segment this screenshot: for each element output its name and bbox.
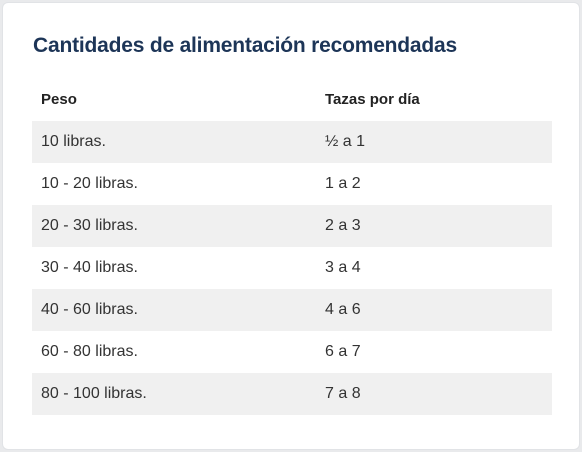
cups-cell: ½ a 1 — [325, 133, 366, 150]
cups-cell: 1 a 2 — [325, 175, 361, 192]
cups-cell: 2 a 3 — [325, 217, 361, 234]
table-header-row: Peso Tazas por día — [32, 79, 552, 121]
weight-cell: 80 - 100 libras. — [41, 385, 147, 402]
table-row: 60 - 80 libras. 6 a 7 — [32, 331, 552, 373]
weight-cell: 10 libras. — [41, 133, 106, 150]
weight-cell: 20 - 30 libras. — [41, 217, 138, 234]
feeding-table: Peso Tazas por día 10 libras. ½ a 1 10 -… — [32, 79, 552, 415]
table-row: 30 - 40 libras. 3 a 4 — [32, 247, 552, 289]
table-row: 20 - 30 libras. 2 a 3 — [32, 205, 552, 247]
table-row: 10 - 20 libras. 1 a 2 — [32, 163, 552, 205]
column-header-weight: Peso — [41, 91, 77, 108]
weight-cell: 10 - 20 libras. — [41, 175, 138, 192]
weight-cell: 30 - 40 libras. — [41, 259, 138, 276]
weight-cell: 60 - 80 libras. — [41, 343, 138, 360]
card-title: Cantidades de alimentación recomendadas — [33, 34, 458, 57]
cups-cell: 7 a 8 — [325, 385, 361, 402]
table-row: 80 - 100 libras. 7 a 8 — [32, 373, 552, 415]
weight-cell: 40 - 60 libras. — [41, 301, 138, 318]
table-row: 40 - 60 libras. 4 a 6 — [32, 289, 552, 331]
cups-cell: 4 a 6 — [325, 301, 361, 318]
cups-cell: 3 a 4 — [325, 259, 361, 276]
table-row: 10 libras. ½ a 1 — [32, 121, 552, 163]
cups-cell: 6 a 7 — [325, 343, 361, 360]
column-header-cups: Tazas por día — [325, 91, 420, 108]
